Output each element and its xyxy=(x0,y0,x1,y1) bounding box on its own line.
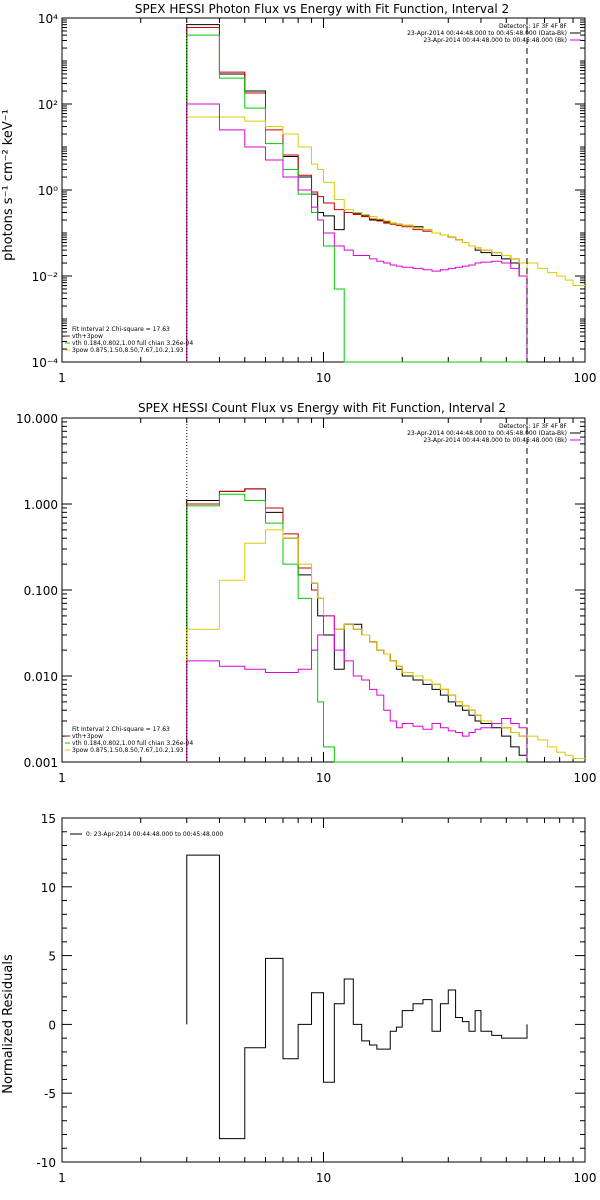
legend-bottom-entry: Fit Interval 2 Chi-square = 17.63 xyxy=(72,726,170,733)
x-tick-label: 10 xyxy=(316,1171,331,1185)
axis-ticks xyxy=(61,418,585,763)
legend-bottom-entry: vth+3pow xyxy=(72,733,103,740)
legend-top: 0: 23-Apr-2014 00:44:48.000 to 00:45:48.… xyxy=(70,831,223,838)
y-tick-label: 0.010 xyxy=(24,670,58,684)
series-data-bk xyxy=(186,488,528,762)
tick-labels: 1 10 100 -10 -5 0 5 10 15 xyxy=(36,812,596,1185)
series-3pow xyxy=(186,529,528,762)
legend-bottom-entry: vth 0.184,0.802,1.00 full chian 3.26e-04 xyxy=(72,340,193,347)
series-3pow xyxy=(186,116,528,362)
y-tick-label: 10² xyxy=(38,98,58,112)
y-tick-label: 5 xyxy=(48,950,56,964)
legend-bottom-entry: 3pow 0.875,1.50,8.50,7.67,10.2,1.93 xyxy=(72,747,184,754)
series-layer xyxy=(186,488,585,763)
fit-range-lines xyxy=(186,18,528,362)
y-tick-label: 15 xyxy=(41,812,56,826)
x-tick-label: 100 xyxy=(574,771,597,785)
series-bk xyxy=(186,103,528,362)
y-tick-label: 1.000 xyxy=(24,498,58,512)
series-layer xyxy=(186,854,528,1140)
legend-bottom-entry: vth+3pow xyxy=(72,333,103,340)
y-tick-label: 0.100 xyxy=(24,584,58,598)
residuals-panel: Normalized Residuals 1 10 100 -10 -5 0 5 10 15 0… xyxy=(1,812,596,1185)
plot-frame xyxy=(61,17,586,363)
x-tick-label: 10 xyxy=(316,771,331,785)
x-tick-label: 1 xyxy=(58,771,66,785)
series-data-bk xyxy=(186,24,528,362)
tick-labels: 1 10 100 10⁻⁴ 10⁻² 10⁰ 10² 10⁴ xyxy=(32,12,597,385)
legend-top-entry: 23-Apr-2014 00:44:48.000 to 00:45:48.000… xyxy=(423,437,567,444)
fit-range-lines xyxy=(186,418,528,762)
y-tick-label: 0.001 xyxy=(24,756,58,770)
legend-bottom-entry: 3pow 0.875,1.50,8.50,7.67,10.2,1.93 xyxy=(72,347,184,354)
series-vth xyxy=(186,493,527,763)
legend-bottom-entry: Fit Interval 2 Chi-square = 17.63 xyxy=(72,326,170,333)
y-axis-label: photons s⁻¹ cm⁻² keV⁻¹ xyxy=(1,109,16,261)
count-flux-panel: SPEX HESSI Count Flux vs Energy with Fit… xyxy=(16,401,596,785)
axis-ticks xyxy=(61,18,585,363)
legend-top-entry: 0: 23-Apr-2014 00:44:48.000 to 00:45:48.… xyxy=(86,831,223,838)
series-3pow-extended xyxy=(526,735,585,759)
y-tick-label: 10⁻² xyxy=(32,270,59,284)
plot-frame xyxy=(61,817,586,1163)
y-tick-label: 10⁰ xyxy=(38,184,58,198)
y-tick-label: 10⁻⁴ xyxy=(32,356,59,370)
y-tick-label: 0 xyxy=(48,1018,56,1032)
panel-title: SPEX HESSI Count Flux vs Energy with Fit… xyxy=(138,401,506,415)
x-tick-label: 100 xyxy=(574,1171,597,1185)
y-tick-label: 10.000 xyxy=(16,412,58,426)
legend-top-entry: 23-Apr-2014 00:44:48.000 to 00:45:48.000… xyxy=(407,430,567,437)
x-tick-label: 1 xyxy=(58,1171,66,1185)
legend-top-entry: 23-Apr-2014 00:44:48.000 to 00:45:48.000… xyxy=(407,30,567,37)
series-layer xyxy=(186,24,585,363)
x-tick-label: 100 xyxy=(574,371,597,385)
y-tick-label: -5 xyxy=(44,1087,56,1101)
photon-flux-panel: SPEX HESSI Photon Flux vs Energy with Fi… xyxy=(1,2,596,385)
series-residual xyxy=(186,854,528,1140)
y-tick-label: 10⁴ xyxy=(38,12,58,26)
legend-bottom: Fit Interval 2 Chi-square = 17.63vth+3po… xyxy=(65,326,193,354)
y-tick-label: -10 xyxy=(36,1156,56,1170)
tick-labels: 1 10 100 0.001 0.010 0.100 1.000 10.000 xyxy=(16,412,596,785)
x-tick-label: 10 xyxy=(316,371,331,385)
series-bk xyxy=(186,615,528,762)
x-tick-label: 1 xyxy=(58,371,66,385)
legend-top-entry: Detectors: 1F 3F 4F 8F xyxy=(499,423,568,430)
legend-top-entry: Detectors: 1F 3F 4F 8F xyxy=(499,23,568,30)
legend-bottom: Fit Interval 2 Chi-square = 17.63vth+3po… xyxy=(65,726,193,754)
series-vth xyxy=(186,34,527,363)
y-axis-label: Normalized Residuals xyxy=(1,954,16,1094)
series-3pow-extended xyxy=(526,262,585,287)
axis-ticks xyxy=(61,817,585,1163)
legend-bottom-entry: vth 0.184,0.802,1.00 full chian 3.26e-04 xyxy=(72,740,193,747)
panel-title: SPEX HESSI Photon Flux vs Energy with Fi… xyxy=(135,2,509,16)
legend-top-entry: 23-Apr-2014 00:44:48.000 to 00:45:48.000… xyxy=(423,37,567,44)
y-tick-label: 10 xyxy=(41,881,56,895)
